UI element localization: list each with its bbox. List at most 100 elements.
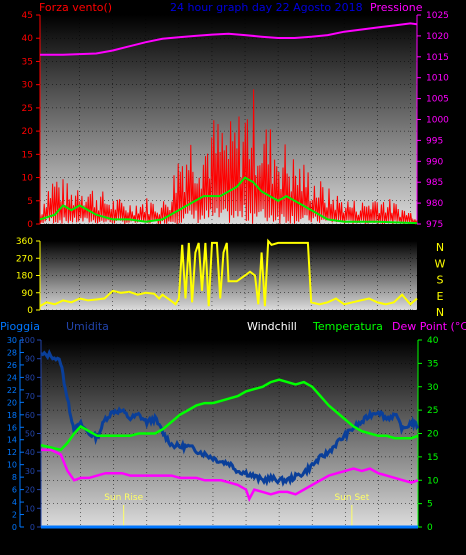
rain-tick-label: 18 [7, 411, 17, 420]
y-tick-label: 20 [22, 127, 34, 137]
rain-tick-label: 26 [7, 361, 17, 370]
x-tick-label: 04 [74, 230, 86, 240]
y-tick-label: 25 [22, 104, 33, 114]
x-tick-label: 00 [405, 230, 417, 240]
compass-label: S [437, 274, 444, 287]
x-tick-label: 18 [306, 540, 318, 550]
y-tick-label: 30 [22, 81, 34, 91]
pressure-axis-label: Pressione [370, 1, 423, 14]
y-tick-label: 90 [22, 289, 34, 299]
y2-tick-label: 990 [426, 157, 443, 167]
x-tick-label: 16 [272, 315, 284, 325]
humidity-tick-label: 50 [25, 430, 35, 439]
x-tick-label: 04 [75, 540, 87, 550]
sun-markers: Sun Rise Sun Set [104, 493, 370, 527]
wind-x-ticks: 02 04 06 08 10 12 14 16 18 20 22 00 [41, 224, 416, 240]
x-tick-label: 22 [372, 230, 383, 240]
x-tick-label: 14 [239, 315, 251, 325]
compass-label: N [436, 241, 444, 254]
y-tick-label: 45 [22, 11, 33, 21]
sunset-label: Sun Set [334, 493, 369, 503]
humidity-tick-label: 80 [25, 373, 35, 382]
y2-tick-label: 985 [426, 178, 443, 188]
x-tick-label: 06 [107, 315, 119, 325]
humidity-tick-label: 90 [25, 355, 35, 364]
pressure-series [40, 22, 418, 56]
x-tick-label: 06 [108, 540, 120, 550]
temperature-tick-label: 30 [427, 383, 439, 393]
rain-tick-label: 2 [12, 511, 17, 520]
x-tick-label: 14 [240, 540, 252, 550]
y2-tick-label: 1000 [426, 116, 449, 126]
humidity-series [40, 348, 420, 487]
legend-humidity: Umidita [66, 320, 109, 333]
y2-tick-label: 975 [426, 220, 443, 230]
compass-label: W [435, 257, 446, 270]
y2-tick-label: 1010 [426, 74, 449, 84]
chart-title: 24 hour graph day 22 Agosto 2018 [170, 1, 363, 14]
compass-label: N [436, 306, 444, 319]
x-tick-label: 00 [406, 540, 418, 550]
y-tick-label: 180 [16, 272, 33, 282]
wind-series [39, 89, 418, 226]
x-tick-label: 02 [41, 315, 52, 325]
humidity-tick-label: 70 [25, 392, 35, 401]
rain-tick-label: 6 [12, 486, 17, 495]
y-tick-label: 0 [27, 306, 33, 316]
wind-axis-label: Forza vento() [39, 1, 112, 14]
x-tick-label: 00 [405, 315, 417, 325]
humidity-axis-ticks: 0 10 20 30 40 50 60 70 80 90 100 [20, 336, 42, 532]
gust-series [39, 176, 418, 225]
x-tick-label: 02 [42, 540, 53, 550]
y-tick-label: 0 [27, 220, 33, 230]
temperature-tick-label: 40 [427, 336, 439, 346]
humidity-tick-label: 20 [25, 486, 35, 495]
x-tick-label: 18 [305, 230, 317, 240]
temperature-tick-label: 20 [427, 430, 439, 440]
wind-panel-bg [40, 15, 417, 224]
legend-windchill: Windchill [247, 320, 297, 333]
humidity-tick-label: 0 [30, 523, 35, 532]
humidity-tick-label: 60 [25, 411, 35, 420]
x-tick-label: 18 [305, 315, 317, 325]
rain-tick-label: 0 [12, 523, 17, 532]
y-tick-label: 270 [16, 254, 33, 264]
x-tick-label: 12 [207, 540, 218, 550]
temperature-tick-label: 10 [427, 476, 439, 486]
x-tick-label: 20 [340, 540, 352, 550]
rain-tick-label: 22 [7, 386, 17, 395]
y-tick-label: 15 [22, 150, 33, 160]
x-tick-label: 06 [107, 230, 119, 240]
legend-rain: Pioggia [0, 320, 40, 333]
x-tick-label: 22 [372, 315, 383, 325]
x-tick-label: 10 [173, 315, 185, 325]
rain-tick-label: 24 [7, 373, 17, 382]
pressure-right-ticks: 975 980 985 990 995 1000 1005 1010 1015 1020 1025 [416, 11, 449, 230]
rain-tick-label: 14 [7, 436, 17, 445]
temperature-axis-ticks: 0 5 10 15 20 25 30 35 40 [417, 336, 439, 533]
temperature-tick-label: 0 [427, 523, 433, 533]
humidity-tick-label: 40 [25, 448, 35, 457]
temperature-tick-label: 25 [427, 406, 438, 416]
rain-tick-label: 12 [7, 448, 17, 457]
y-tick-label: 360 [16, 237, 33, 247]
x-tick-label: 12 [206, 315, 217, 325]
x-tick-label: 02 [41, 230, 52, 240]
x-tick-label: 14 [239, 230, 251, 240]
x-tick-label: 12 [206, 230, 217, 240]
x-tick-label: 08 [140, 315, 152, 325]
x-tick-label: 08 [140, 230, 152, 240]
x-tick-label: 10 [173, 230, 185, 240]
humidity-tick-label: 30 [25, 467, 35, 476]
x-tick-label: 16 [273, 540, 285, 550]
temperature-tick-label: 5 [427, 500, 433, 510]
wind-grid [40, 14, 417, 225]
rain-tick-label: 10 [7, 461, 17, 470]
y2-tick-label: 1020 [426, 32, 449, 42]
y2-tick-label: 1005 [426, 95, 449, 105]
humidity-tick-label: 100 [20, 336, 35, 345]
y-tick-label: 5 [27, 197, 33, 207]
x-tick-label: 08 [141, 540, 153, 550]
